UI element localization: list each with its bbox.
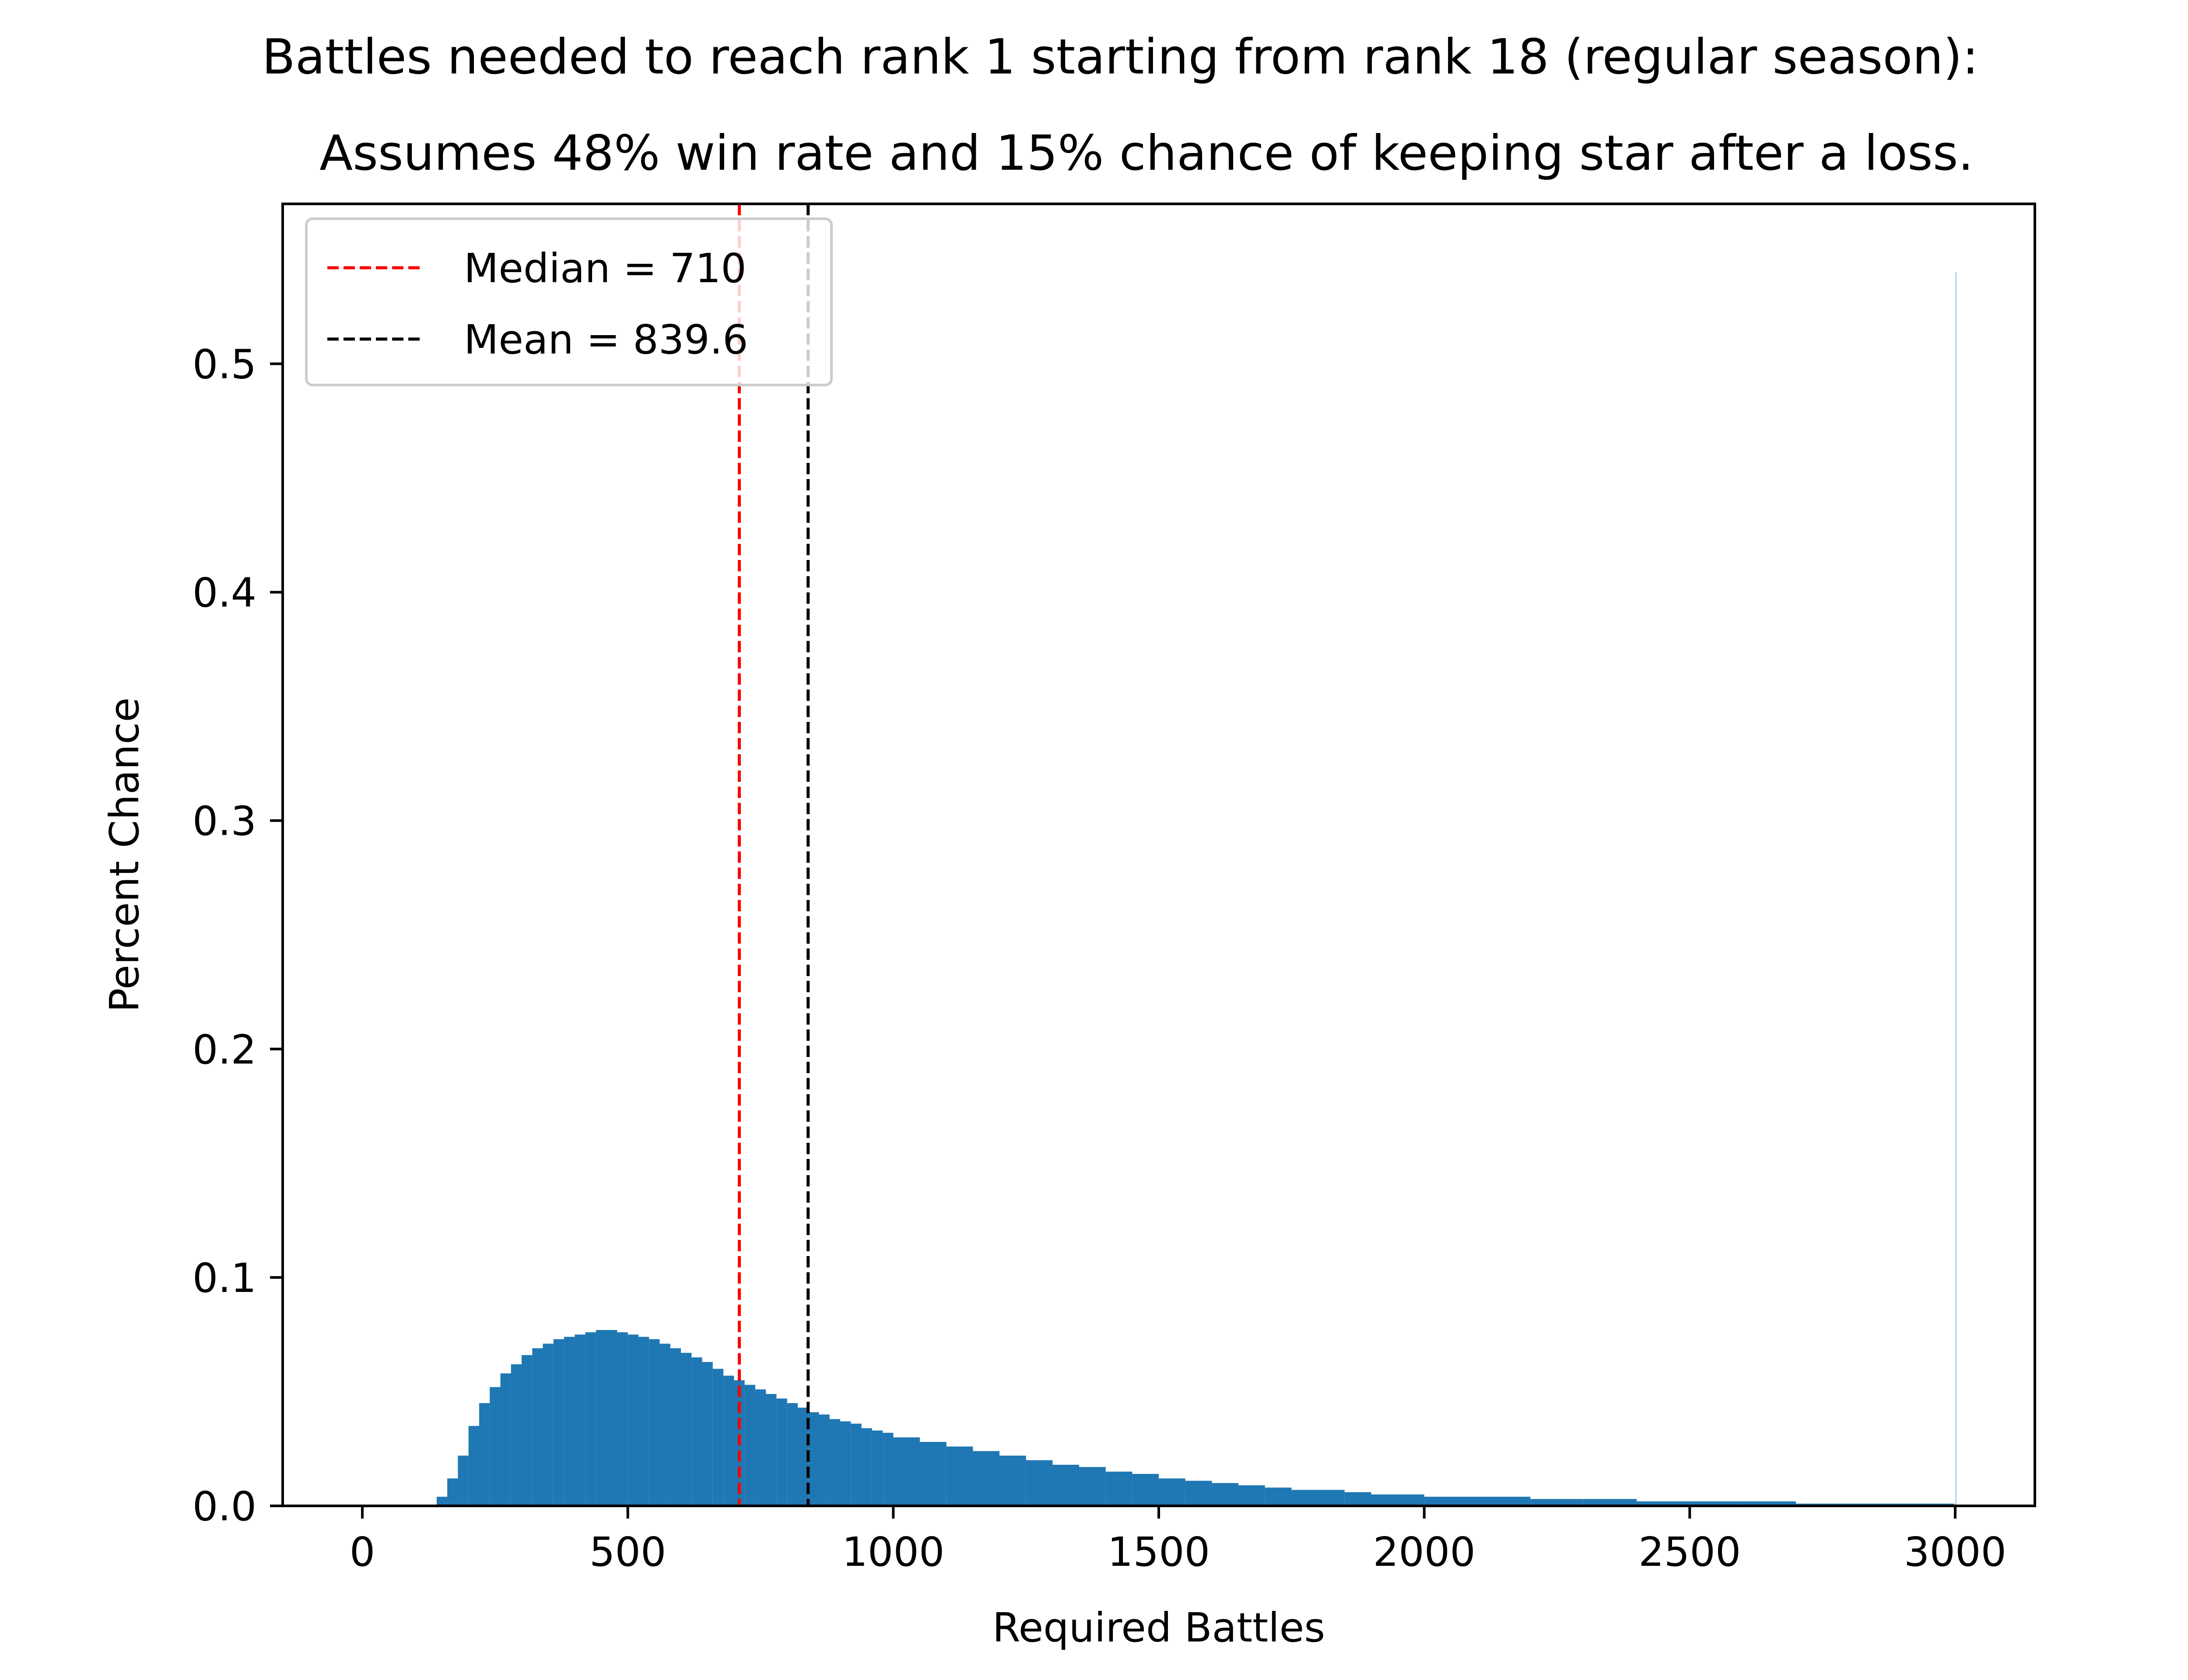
histogram-bar: [776, 1398, 787, 1506]
histogram-bar: [681, 1353, 692, 1506]
histogram-bar: [840, 1421, 851, 1506]
histogram-bar: [1743, 1501, 1796, 1506]
histogram-bar: [999, 1456, 1026, 1506]
histogram-bar: [1185, 1480, 1212, 1506]
histogram-bar: [872, 1430, 883, 1506]
x-tick-label: 2000: [1373, 1529, 1476, 1575]
x-tick-label: 3000: [1904, 1529, 2006, 1575]
histogram-bar: [670, 1348, 681, 1506]
histogram-bar: [1530, 1499, 1584, 1506]
y-tick-label: 0.3: [193, 798, 256, 845]
histogram-bar: [607, 1330, 617, 1506]
histogram-bar: [766, 1394, 777, 1506]
histogram-bar: [1583, 1499, 1637, 1506]
histogram-bar: [596, 1330, 607, 1506]
histogram-bar: [1690, 1501, 1743, 1506]
histogram-bar: [946, 1446, 973, 1506]
histogram-bar: [1398, 1494, 1424, 1506]
histogram-bar: [1212, 1483, 1238, 1506]
histogram-bar: [468, 1426, 479, 1506]
histogram-bar: [649, 1339, 660, 1506]
x-axis-label: Required Battles: [992, 1604, 1325, 1651]
histogram-bar: [1637, 1501, 1690, 1506]
legend: Median = 710 Mean = 839.6: [305, 217, 833, 386]
x-tick-label: 500: [589, 1529, 666, 1575]
reference-lines: [738, 204, 810, 1506]
x-tick-label: 2500: [1638, 1529, 1741, 1575]
histogram-bar: [702, 1362, 713, 1506]
histogram-bar: [1371, 1494, 1398, 1506]
histogram-bar: [1105, 1471, 1133, 1506]
histogram-bar: [522, 1355, 533, 1506]
histogram-bar: [1238, 1485, 1265, 1506]
histogram-bar: [543, 1344, 554, 1506]
y-tick-label: 0.2: [193, 1026, 256, 1073]
histogram-bar: [1159, 1478, 1185, 1506]
histogram-bar: [628, 1334, 638, 1506]
y-tick-label: 0.0: [193, 1483, 256, 1530]
histogram-bar: [787, 1403, 798, 1506]
histogram-bar: [893, 1437, 920, 1506]
histogram-bar: [564, 1337, 575, 1506]
histogram-bar: [797, 1407, 809, 1506]
histogram-bar: [851, 1424, 862, 1506]
histogram-bar: [1052, 1465, 1079, 1506]
histogram-bar: [808, 1412, 819, 1506]
y-tick-label: 0.5: [193, 341, 256, 388]
histogram-bar: [1265, 1488, 1292, 1506]
histogram-bar: [829, 1419, 840, 1506]
histogram-bar: [553, 1339, 565, 1506]
histogram-bars: [436, 272, 1957, 1506]
x-tick-label: 0: [350, 1529, 375, 1575]
histogram-bar: [755, 1389, 766, 1506]
histogram-bar: [691, 1357, 702, 1506]
y-tick-label: 0.1: [193, 1255, 256, 1302]
histogram-bar: [723, 1376, 734, 1506]
histogram-bar: [1424, 1497, 1477, 1506]
chart-title: Battles needed to reach rank 1 starting …: [262, 29, 1979, 85]
histogram-bar: [861, 1428, 872, 1506]
x-axis-ticks: 0 500 1000 1500 2000 2500 3000: [350, 1506, 2006, 1575]
histogram-bar: [458, 1456, 469, 1506]
histogram-bar: [920, 1442, 947, 1506]
histogram-bar: [638, 1337, 649, 1506]
legend-median-label: Median = 710: [464, 245, 747, 292]
histogram-bar: [575, 1334, 586, 1506]
histogram-bar: [659, 1344, 670, 1506]
histogram-bar: [1291, 1490, 1318, 1506]
x-tick-label: 1000: [842, 1529, 944, 1575]
histogram-bar: [973, 1451, 999, 1506]
histogram-bar: [744, 1385, 755, 1506]
histogram-bar: [532, 1348, 543, 1506]
histogram-bar: [1132, 1474, 1159, 1506]
histogram-bar: [712, 1368, 724, 1506]
histogram-bar: [883, 1432, 894, 1506]
x-tick-label: 1500: [1108, 1529, 1210, 1575]
chart-subtitle: Assumes 48% win rate and 15% chance of k…: [319, 125, 1974, 182]
histogram-bar: [585, 1332, 596, 1506]
histogram-bar: [1955, 272, 1957, 1506]
legend-box: [305, 217, 833, 386]
histogram-bar: [1477, 1497, 1531, 1506]
y-axis-label: Percent Chance: [101, 697, 148, 1012]
histogram-bar: [1318, 1490, 1345, 1506]
legend-mean-label: Mean = 839.6: [464, 316, 748, 363]
histogram-bar: [447, 1478, 458, 1506]
histogram-bar: [617, 1332, 628, 1506]
histogram-bar: [819, 1414, 830, 1506]
plot-area: [283, 204, 2035, 1506]
histogram-bar: [479, 1403, 490, 1506]
histogram-bar: [490, 1387, 501, 1506]
histogram-bar: [1344, 1492, 1371, 1506]
histogram-bar: [500, 1373, 511, 1506]
histogram-bar: [1079, 1467, 1106, 1506]
histogram-bar: [1026, 1460, 1053, 1506]
y-tick-label: 0.4: [193, 570, 256, 616]
y-axis-ticks: 0.0 0.1 0.2 0.3 0.4 0.5: [193, 341, 283, 1530]
histogram-bar: [436, 1497, 448, 1506]
histogram-bar: [511, 1364, 522, 1506]
